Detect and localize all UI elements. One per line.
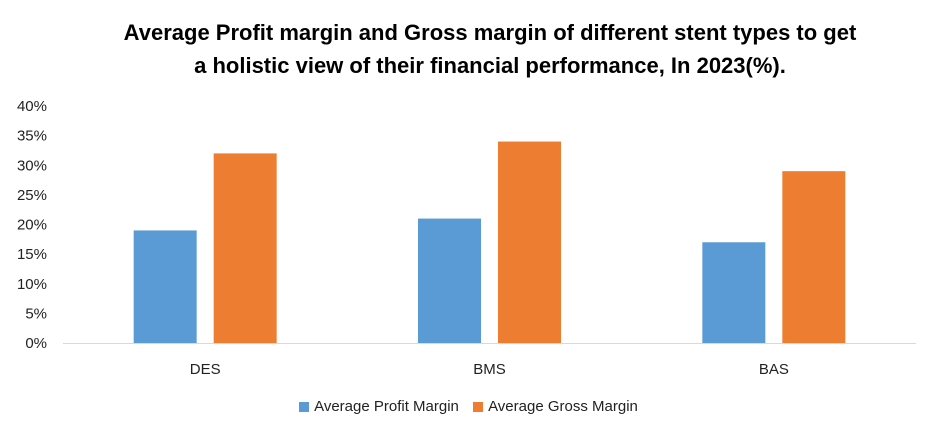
bar-average-gross-margin-bas xyxy=(782,171,846,343)
y-tick-label: 0% xyxy=(25,335,47,352)
bar-average-profit-margin-bms xyxy=(418,218,481,343)
bar-average-profit-margin-des xyxy=(133,230,197,343)
y-tick-label: 5% xyxy=(25,305,47,322)
y-tick-label: 15% xyxy=(17,246,47,263)
x-category-label: BAS xyxy=(759,361,789,378)
chart-title-line-2: a holistic view of their financial perfo… xyxy=(194,53,786,78)
bar-average-gross-margin-bms xyxy=(498,141,561,343)
legend-swatch-gross xyxy=(473,401,484,412)
chart-title: Average Profit margin and Gross margin o… xyxy=(60,16,920,82)
y-tick-label: 30% xyxy=(17,157,47,174)
legend-item-profit: Average Profit Margin xyxy=(299,398,459,415)
y-tick-label: 25% xyxy=(17,187,47,204)
chart-legend: Average Profit Margin Average Gross Marg… xyxy=(0,398,937,416)
bar-average-profit-margin-bas xyxy=(702,242,766,343)
y-tick-label: 10% xyxy=(17,276,47,293)
legend-swatch-profit xyxy=(299,401,310,412)
legend-item-gross: Average Gross Margin xyxy=(473,398,638,415)
y-tick-label: 20% xyxy=(17,217,47,234)
x-category-label: DES xyxy=(190,361,221,378)
x-category-label: BMS xyxy=(473,361,506,378)
y-tick-label: 40% xyxy=(17,98,47,115)
bar-average-gross-margin-des xyxy=(213,153,277,343)
y-tick-label: 35% xyxy=(17,128,47,145)
legend-label-gross: Average Gross Margin xyxy=(488,398,638,415)
legend-label-profit: Average Profit Margin xyxy=(314,398,459,415)
chart-title-line-1: Average Profit margin and Gross margin o… xyxy=(123,20,857,45)
